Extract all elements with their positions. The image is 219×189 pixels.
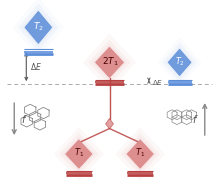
Polygon shape — [115, 127, 165, 181]
Polygon shape — [162, 43, 197, 82]
Polygon shape — [127, 140, 153, 168]
Polygon shape — [63, 137, 95, 171]
Text: $\Delta E$: $\Delta E$ — [30, 61, 42, 72]
Polygon shape — [66, 140, 92, 168]
Polygon shape — [83, 34, 136, 91]
Polygon shape — [54, 127, 104, 181]
Polygon shape — [18, 3, 58, 52]
Polygon shape — [120, 133, 160, 175]
Polygon shape — [158, 37, 201, 88]
Text: $T_2$: $T_2$ — [175, 55, 185, 68]
Text: $T_2$: $T_2$ — [33, 20, 44, 33]
Polygon shape — [13, 0, 64, 58]
Polygon shape — [95, 47, 124, 77]
Text: $T_1$: $T_1$ — [74, 147, 84, 159]
Text: $T_1$: $T_1$ — [135, 147, 145, 159]
Polygon shape — [106, 119, 113, 129]
Text: $f$: $f$ — [192, 113, 198, 125]
Polygon shape — [22, 8, 54, 47]
Polygon shape — [124, 137, 156, 171]
Polygon shape — [168, 49, 191, 76]
Polygon shape — [88, 40, 131, 85]
Text: $2T_1$: $2T_1$ — [102, 55, 119, 68]
Polygon shape — [25, 11, 52, 43]
Polygon shape — [166, 46, 193, 78]
Polygon shape — [93, 44, 126, 81]
Text: $\Delta E$: $\Delta E$ — [152, 77, 163, 87]
Polygon shape — [59, 133, 99, 175]
Text: $f$: $f$ — [21, 113, 27, 125]
